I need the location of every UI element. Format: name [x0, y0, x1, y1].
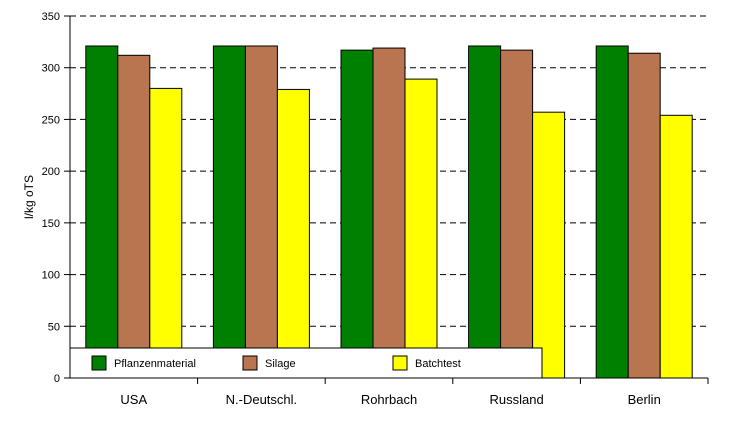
y-tick-label: 150 [42, 218, 60, 230]
x-tick-label: N.-Deutschl. [226, 392, 298, 407]
bar-silage-berlin [627, 52, 661, 379]
bar-batchtest-n-deutschl- [276, 88, 310, 379]
x-tick-label: Rohrbach [361, 392, 417, 407]
bar-batchtest-rohrbach [404, 78, 438, 379]
bar-pflanzenmaterial-russland [468, 45, 502, 379]
bar-pflanzenmaterial-berlin [595, 45, 629, 379]
legend-label: Silage [265, 358, 296, 370]
y-tick-label: 0 [54, 373, 60, 385]
bar-pflanzenmaterial-usa [85, 45, 119, 379]
y-tick-label: 50 [48, 321, 60, 333]
bar-batchtest-usa [149, 87, 183, 379]
bar-silage-usa [117, 54, 151, 379]
legend-box [69, 347, 543, 379]
x-tick-label: Berlin [628, 392, 661, 407]
bar-batchtest-russland [532, 111, 566, 379]
y-axis-label: l/kg oTS [22, 175, 36, 219]
bar-silage-russland [500, 49, 534, 379]
legend-swatch [392, 355, 408, 371]
y-tick-label: 250 [42, 114, 60, 126]
bar-pflanzenmaterial-n-deutschl- [212, 45, 246, 379]
y-tick-label: 200 [42, 166, 60, 178]
y-tick-label: 100 [42, 270, 60, 282]
legend-label: Batchtest [415, 358, 461, 370]
bar-batchtest-berlin [659, 114, 693, 379]
x-tick-label: Russland [489, 392, 543, 407]
legend: Pflanzenmaterial Silage Batchtest [69, 347, 543, 379]
bar-silage-rohrbach [372, 47, 406, 379]
bar-silage-n-deutschl- [244, 45, 278, 379]
bars [85, 45, 693, 379]
legend-label: Pflanzenmaterial [114, 358, 196, 370]
x-tick-label: USA [120, 392, 147, 407]
legend-swatch [242, 355, 258, 371]
bar-pflanzenmaterial-rohrbach [340, 49, 374, 379]
legend-swatch [91, 355, 107, 371]
y-tick-label: 300 [42, 63, 60, 75]
axes: 0 50 100 150 200 250 300 350 USA N.-Deutschl. Rohr… [42, 11, 709, 407]
y-tick-label: 350 [42, 11, 60, 23]
